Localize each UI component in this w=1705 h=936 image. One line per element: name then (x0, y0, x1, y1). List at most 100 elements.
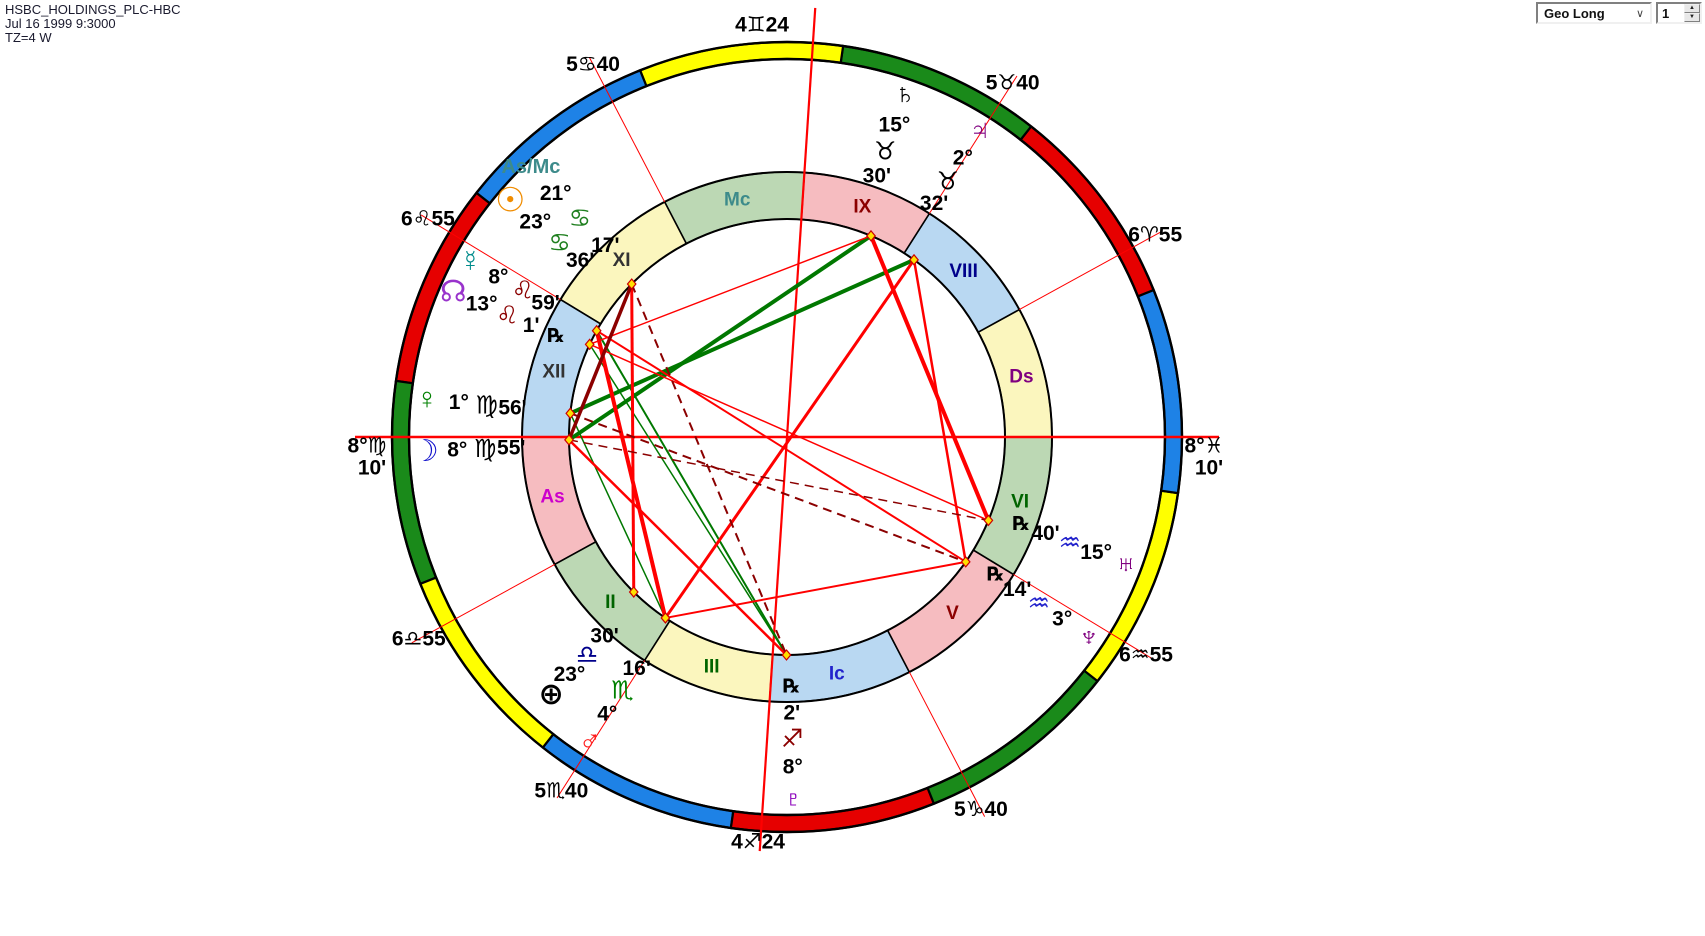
planet-uranus-glyph: ♅ (1115, 547, 1138, 580)
planet-marker-venus (565, 407, 576, 420)
planet-node-token: ℞ (547, 326, 564, 347)
cusp-label-IV: 4♐24 (731, 831, 785, 854)
aspect-mars-neptune (665, 560, 966, 619)
planet-moon-token: 55' (497, 437, 525, 460)
aspect-mercury-neptune (596, 329, 967, 563)
aspect-saturn-node (589, 235, 872, 346)
aspect-node-pluto (589, 343, 788, 656)
geo-long-dropdown-value: Geo Long (1544, 5, 1605, 21)
planet-uranus-token: ℞ (1013, 514, 1030, 535)
planet-venus-glyph: ♀ (416, 383, 439, 416)
planet-mercury-token: 59' (531, 292, 559, 315)
house-label-IX: IX (853, 197, 871, 218)
planet-marker-neptune (960, 555, 971, 568)
planet-neptune-token: 14' (1003, 578, 1031, 601)
planet-neptune-glyph: ♆ (1078, 620, 1101, 653)
planet-neptune-token: ℞ (987, 564, 1004, 585)
spinner-down-button[interactable]: ▼ (1684, 13, 1700, 22)
cusp-label-III: 5♏40 (534, 780, 588, 803)
aspect-sun-moon (567, 283, 634, 441)
planet-asmc-token: ♋ (569, 205, 591, 233)
planet-node-token: ♌ (496, 301, 518, 329)
planet-node-token: 13° (466, 293, 498, 316)
aspect-venus-mars (569, 413, 667, 619)
planet-pluto-token: ♐ (781, 725, 803, 753)
planet-jupiter-token: ♉ (937, 167, 959, 195)
planet-mercury-token: 8° (488, 266, 508, 289)
planet-mars-glyph: ♂ (579, 724, 602, 757)
desc-degree-label: 8°♓ (1185, 435, 1224, 458)
planet-mars-token: ♏ (611, 676, 633, 704)
planet-jupiter-glyph: ♃ (969, 114, 992, 147)
planet-pluto-token: 2' (783, 701, 800, 724)
planet-venus-token: ♍ (475, 391, 497, 419)
chart-date: Jul 16 1999 9:3000 (5, 16, 116, 31)
planet-mars-token: 16' (622, 657, 650, 680)
aspect-mercury-mars (594, 330, 668, 619)
value-spinner[interactable]: 1 ▲ ▼ (1656, 2, 1702, 24)
planet-venus-token: 1° (449, 391, 469, 414)
planet-node-token: 1' (523, 314, 540, 337)
planet-asmc-glyph: As/Mc (501, 156, 560, 178)
aspect-node-uranus (589, 343, 989, 522)
planet-pof-token: 23° (554, 663, 586, 686)
house-label-IV: Ic (829, 663, 845, 684)
house-label-I: As (540, 487, 564, 508)
planet-marker-node (584, 338, 595, 351)
planet-neptune-token: ♒ (1028, 590, 1050, 618)
planet-mercury-token: ♌ (512, 277, 534, 305)
asc-degree-label-min: 10' (358, 457, 386, 480)
planet-saturn-token: 15° (879, 113, 911, 136)
planet-sun-glyph: ☉ (495, 182, 525, 220)
planet-marker-pluto (781, 649, 792, 661)
planet-uranus-token: 40' (1031, 522, 1059, 545)
house-cusp-line-V (908, 671, 986, 817)
planet-node-glyph: ☊ (440, 275, 467, 308)
planet-pluto-token: 8° (783, 755, 803, 778)
aspect-jupiter-mars (664, 258, 916, 619)
house-cusp-line-XII (420, 214, 561, 300)
zodiac-band-libra (418, 576, 555, 750)
planet-jupiter-token: 2° (953, 146, 973, 169)
planet-marker-pof (628, 586, 639, 598)
geo-long-dropdown[interactable]: Geo Long ∨ (1536, 2, 1652, 24)
house-label-II: II (605, 592, 616, 613)
planet-marker-moon (564, 433, 575, 446)
spinner-up-button[interactable]: ▲ (1684, 4, 1700, 13)
cusp-label-VIII: 6♈55 (1128, 223, 1182, 246)
aspect-moon-uranus (568, 439, 989, 522)
planet-moon-token: 8° (447, 439, 467, 462)
planet-saturn-token: ♉ (874, 137, 896, 165)
planet-moon-token: ♍ (474, 435, 496, 463)
planet-mars-token: 4° (597, 702, 617, 725)
planet-uranus-token: ♒ (1059, 529, 1081, 557)
planet-marker-mercury (591, 324, 602, 337)
planet-moon-glyph: ☽ (412, 435, 439, 468)
house-label-X: Mc (724, 190, 751, 211)
cusp-label-XI: 5♋40 (566, 53, 620, 76)
planet-marker-uranus (983, 514, 994, 527)
aspect-moon-pluto (568, 438, 788, 656)
spinner-value: 1 (1662, 6, 1670, 21)
toolbar-controls: Geo Long ∨ 1 ▲ ▼ (1536, 2, 1702, 24)
chart-timezone: TZ=4 W (5, 30, 52, 45)
planet-mercury-glyph: ☿ (459, 245, 482, 278)
chevron-down-icon: ∨ (1635, 7, 1644, 20)
house-cusp-line-IX (928, 75, 1018, 214)
planet-asmc-token: 21° (540, 182, 572, 205)
planet-pluto-glyph: ♇ (782, 782, 805, 815)
house-label-VII: Ds (1009, 366, 1033, 387)
house-cusp-line-VIII (1019, 230, 1163, 310)
planet-saturn-glyph: ♄ (894, 78, 917, 111)
house-cusp-line-III (556, 660, 646, 799)
aspect-sun-pluto (630, 283, 788, 656)
house-label-XI: XI (613, 250, 631, 271)
planet-sun-token: ♋ (548, 229, 570, 257)
house-label-XII: XII (542, 361, 565, 382)
house-label-VIII: VIII (949, 261, 978, 282)
cusp-label-IX: 5♉40 (986, 71, 1040, 94)
planet-pof-token: ♎ (576, 641, 598, 669)
aspect-venus-jupiter (569, 257, 915, 416)
